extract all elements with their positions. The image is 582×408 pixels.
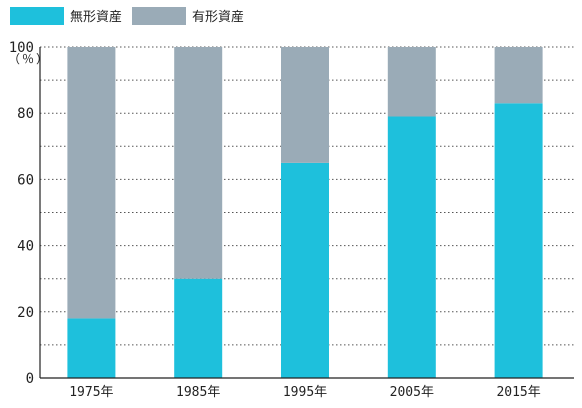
x-tick-label: 1975年 (69, 385, 113, 400)
legend-label-tangible: 有形資産 (192, 10, 245, 25)
bar-intangible (281, 162, 329, 378)
bar-tangible (494, 47, 543, 104)
legend-swatch-intangible (10, 6, 64, 25)
x-tick-label: 1995年 (283, 385, 327, 400)
bar-tangible (67, 47, 116, 319)
x-tick-label: 1985年 (176, 385, 220, 400)
y-tick-label: 20 (17, 305, 34, 321)
y-tick-label: 0 (26, 371, 34, 387)
legend-item-intangible: 無形資産 (10, 6, 122, 25)
x-tick-label: 2015年 (496, 385, 540, 400)
y-tick-label: 80 (17, 106, 34, 122)
bar-tangible (387, 47, 436, 117)
legend-swatch-tangible (132, 6, 187, 25)
legend: 無形資産 有形資産 (10, 6, 254, 25)
legend-label-intangible: 無形資産 (70, 10, 123, 25)
bar-intangible (174, 278, 223, 378)
y-axis-unit: （％） (8, 52, 51, 66)
bar-tangible (281, 47, 329, 163)
bar-tangible (174, 47, 223, 279)
y-tick-label: 40 (17, 239, 34, 255)
x-tick-label: 2005年 (390, 385, 434, 400)
bar-intangible (67, 318, 116, 378)
y-tick-label: 100 (9, 40, 34, 56)
bar-intangible (494, 103, 543, 379)
y-tick-label: 60 (17, 172, 34, 188)
legend-item-tangible: 有形資産 (132, 6, 244, 25)
bar-intangible (387, 116, 436, 378)
